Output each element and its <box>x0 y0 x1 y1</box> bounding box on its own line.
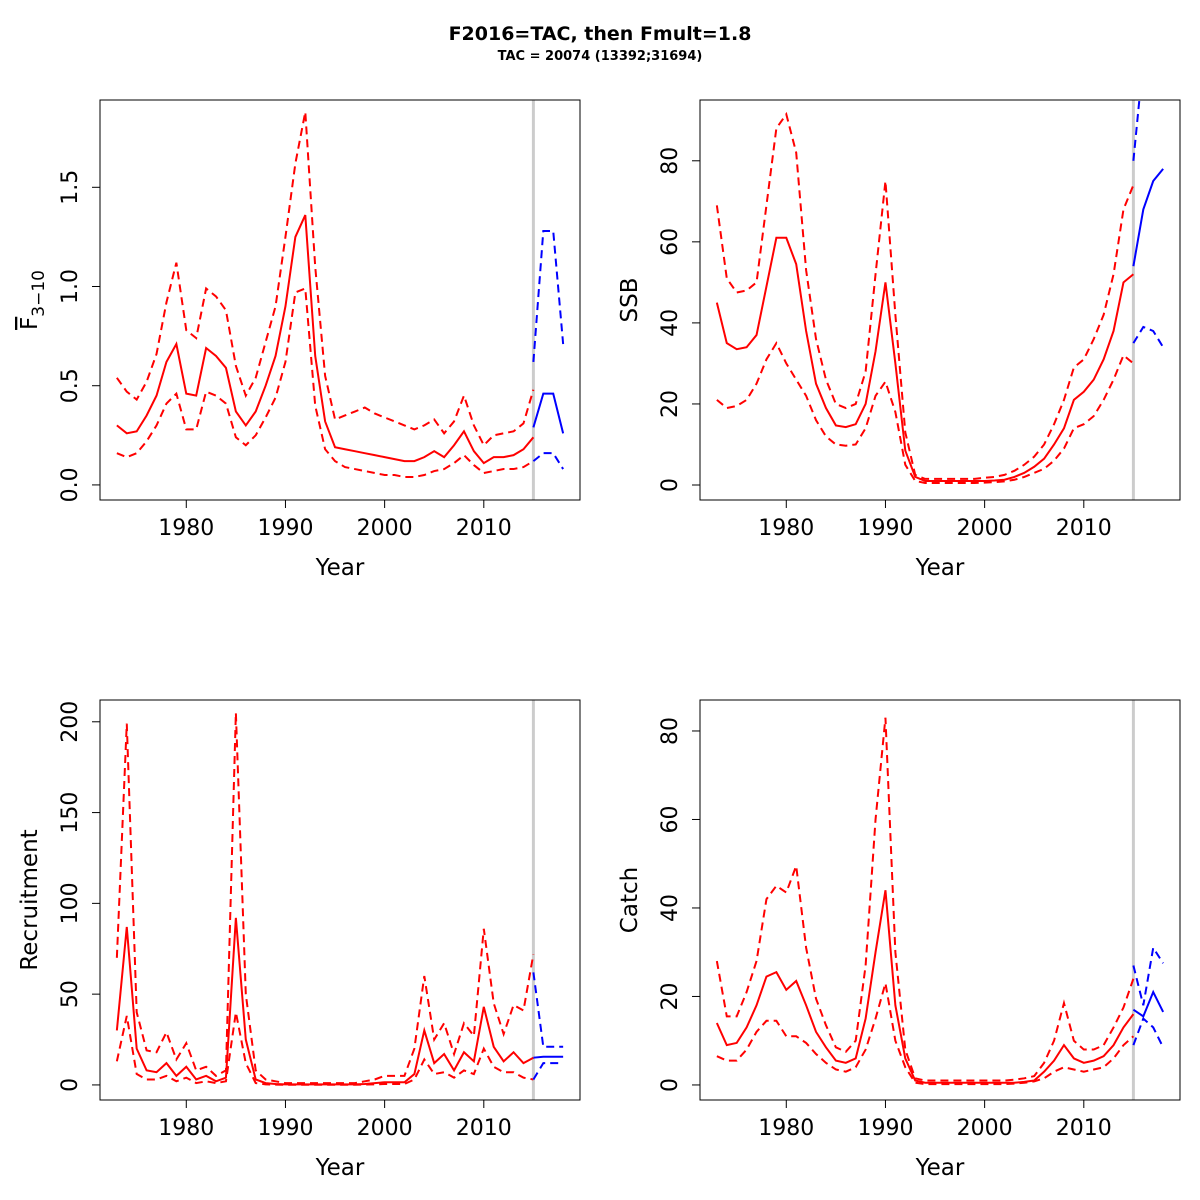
x-tick-label: 1980 <box>758 516 814 541</box>
y-tick-label: 20 <box>658 982 683 1010</box>
y-tick-label: 40 <box>658 309 683 337</box>
x-tick-label: 1990 <box>857 1116 913 1141</box>
x-tick-label: 2000 <box>357 516 413 541</box>
x-tick-label: 2010 <box>1056 516 1112 541</box>
x-tick-label: 2010 <box>456 516 512 541</box>
y-tick-label: 20 <box>658 390 683 418</box>
estimate-line <box>715 236 1135 482</box>
y-tick-label: 50 <box>58 980 83 1008</box>
estimate-line <box>115 917 534 1086</box>
panel: 1980 1990 2000 2010 0.0 0.5 1.0 1.5 Year F3−10 <box>17 99 581 581</box>
y-tick-label: 60 <box>658 805 683 833</box>
y-tick-label: 60 <box>658 228 683 256</box>
x-tick-label: 1980 <box>758 1116 814 1141</box>
series-group <box>715 717 1165 1086</box>
estimate-line <box>1132 168 1164 267</box>
interval-line <box>1132 1016 1165 1048</box>
y-axis-label-main: F <box>17 317 43 330</box>
y-tick-label: 200 <box>58 701 83 743</box>
x-tick-label: 1990 <box>257 1116 313 1141</box>
interval-line <box>532 229 565 362</box>
x-tick-label: 1990 <box>857 516 913 541</box>
estimate-line <box>1132 989 1165 1018</box>
y-tick-label: 0 <box>658 478 683 492</box>
interval-line <box>715 717 1135 1082</box>
estimate-line <box>532 392 565 434</box>
y-axis-label-main: SSB <box>617 278 643 323</box>
interval-line <box>715 111 1135 480</box>
chart-title: F2016=TAC, then Fmult=1.8 <box>449 23 752 45</box>
plot-frame <box>99 699 581 1101</box>
y-tick-label: 0.0 <box>58 467 83 502</box>
y-axis-label: Catch <box>617 867 643 933</box>
estimate-line <box>116 214 535 465</box>
x-tick-label: 2010 <box>456 1116 512 1141</box>
y-axis-label: F3−10 <box>17 270 49 330</box>
y-tick-label: 1.5 <box>58 170 83 205</box>
plot-frame <box>99 99 581 501</box>
x-tick-label: 1990 <box>257 516 313 541</box>
y-tick-label: 0 <box>658 1078 683 1092</box>
y-axis-label-main: Recruitment <box>17 829 43 970</box>
estimate-line <box>533 1055 564 1059</box>
interval-line <box>116 111 535 447</box>
y-tick-label: 80 <box>658 717 683 745</box>
x-tick-label: 2000 <box>357 1116 413 1141</box>
panel: 1980 1990 2000 2010 0 20 40 60 80 Year SSB <box>617 99 1181 581</box>
x-tick-label: 1980 <box>158 1116 214 1141</box>
y-tick-label: 40 <box>658 894 683 922</box>
panel: 1980 1990 2000 2010 0 20 40 60 80 Year Catch <box>617 699 1181 1181</box>
x-tick-label: 2000 <box>957 1116 1013 1141</box>
y-tick-label: 0 <box>58 1078 83 1092</box>
y-tick-label: 0.5 <box>58 368 83 403</box>
interval-line <box>115 1012 534 1086</box>
y-tick-label: 80 <box>658 147 683 175</box>
x-tick-label: 2010 <box>1056 1116 1112 1141</box>
y-axis-label: Recruitment <box>17 829 43 970</box>
interval-line <box>532 1062 564 1080</box>
interval-line <box>716 341 1135 484</box>
x-axis-label: Year <box>915 555 965 581</box>
series-group <box>116 111 565 478</box>
x-tick-label: 1980 <box>158 516 214 541</box>
series-group <box>115 712 564 1086</box>
x-axis-label: Year <box>315 1155 365 1181</box>
y-axis-label-main: Catch <box>617 867 643 933</box>
x-tick-label: 2000 <box>957 516 1013 541</box>
interval-line <box>1132 945 1164 1006</box>
interval-line <box>1132 325 1164 348</box>
x-axis-label: Year <box>315 555 365 581</box>
y-axis-label-sub: 3−10 <box>29 270 49 317</box>
estimate-line <box>715 890 1135 1084</box>
plot-frame <box>699 699 1181 1101</box>
x-axis-label: Year <box>915 1155 965 1181</box>
series-group <box>715 100 1164 484</box>
interval-line <box>532 972 564 1048</box>
interval-line <box>115 712 535 1085</box>
y-tick-label: 1.0 <box>58 269 83 304</box>
y-tick-label: 100 <box>58 882 83 924</box>
y-tick-label: 150 <box>58 792 83 834</box>
plot-frame <box>699 99 1181 501</box>
y-axis-label: SSB <box>617 278 643 323</box>
interval-line <box>116 287 534 478</box>
interval-line <box>532 452 564 470</box>
panel: 1980 1990 2000 2010 0 50 100 150 200 Year Recruitm… <box>17 699 581 1181</box>
chart-subtitle: TAC = 20074 (13392;31694) <box>498 49 703 64</box>
